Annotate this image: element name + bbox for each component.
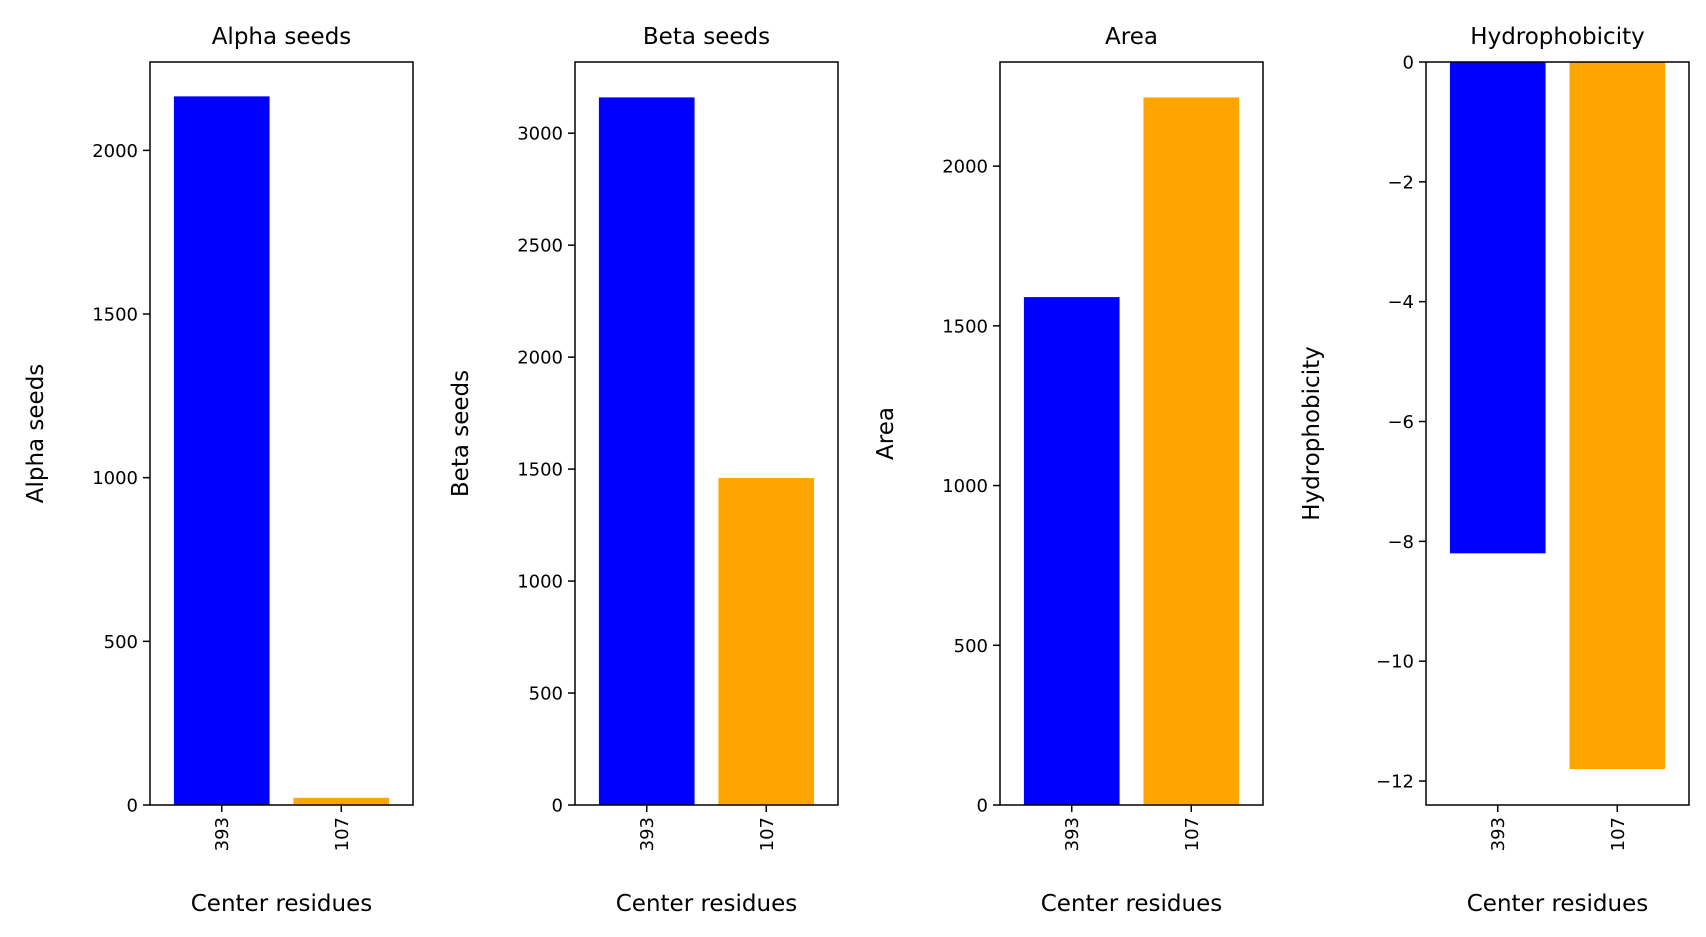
y-tick-label: −8 (1387, 532, 1414, 553)
y-tick-label: 1500 (942, 316, 988, 337)
chart-panel-2: 0 500 1000 1500 2000 2500 3000 393 107 Beta seeds… (448, 24, 839, 917)
y-tick-label: −6 (1387, 412, 1414, 433)
x-axis-label: Center residues (616, 891, 798, 917)
bar-393 (173, 96, 270, 806)
y-tick-label: 500 (104, 632, 138, 653)
bar-107 (293, 797, 390, 805)
bar-393 (1023, 297, 1120, 805)
y-tick-label: 2000 (92, 141, 138, 162)
chart-title: Area (1105, 24, 1158, 50)
y-axis-label: Area (873, 407, 899, 460)
chart-panel-1: 0 500 1000 1500 2000 393 107 Alpha seeds Center … (23, 24, 414, 917)
y-tick-label: 0 (552, 796, 563, 817)
x-tick-label: 393 (637, 817, 658, 851)
axes-frame (1425, 61, 1690, 806)
chart-panel-3: 0 500 1000 1500 2000 393 107 Area Center residue… (873, 24, 1264, 917)
x-tick-label: 107 (1608, 817, 1629, 851)
y-tick-label: 0 (977, 796, 988, 817)
y-tick-label: −4 (1387, 292, 1414, 313)
y-axis-label: Alpha seeds (23, 364, 49, 504)
axes-frame (574, 61, 839, 806)
y-tick-label: 2000 (517, 348, 563, 369)
y-tick-label: 1000 (517, 572, 563, 593)
y-tick-label: 2000 (942, 157, 988, 178)
y-tick-label: 1000 (942, 476, 988, 497)
y-tick-label: 0 (1403, 53, 1414, 74)
bar-107 (1569, 62, 1666, 770)
x-tick-label: 393 (1488, 817, 1509, 851)
y-tick-label: 500 (529, 684, 563, 705)
y-tick-label: 1000 (92, 468, 138, 489)
y-axis-label: Hydrophobicity (1299, 346, 1325, 520)
y-tick-label: −12 (1376, 772, 1414, 793)
chart-title: Alpha seeds (212, 24, 352, 50)
axes-frame (149, 61, 414, 806)
chart-title: Beta seeds (643, 24, 770, 50)
y-tick-label: −10 (1376, 652, 1414, 673)
chart-panel-4: 0 −2 −4 −6 −8 −10 −12 393 107 Hydrophobicity Cente… (1299, 24, 1690, 917)
bar-393 (598, 97, 695, 805)
x-axis-label: Center residues (191, 891, 373, 917)
y-tick-label: 1500 (517, 460, 563, 481)
x-tick-label: 393 (212, 817, 233, 851)
x-tick-label: 393 (1062, 817, 1083, 851)
bar-107 (718, 478, 815, 805)
y-axis-label: Beta seeds (448, 370, 474, 497)
y-tick-label: 0 (127, 796, 138, 817)
y-tick-label: 2500 (517, 236, 563, 257)
x-axis-label: Center residues (1467, 891, 1649, 917)
y-tick-label: 3000 (517, 124, 563, 145)
bar-107 (1143, 97, 1240, 805)
x-tick-label: 107 (332, 817, 353, 851)
y-tick-label: 500 (954, 636, 988, 657)
y-tick-label: −2 (1387, 172, 1414, 193)
x-tick-label: 107 (757, 817, 778, 851)
y-tick-label: 1500 (92, 305, 138, 326)
chart-title: Hydrophobicity (1470, 24, 1644, 50)
axes-frame (999, 61, 1264, 806)
bar-393 (1449, 62, 1546, 554)
x-axis-label: Center residues (1041, 891, 1223, 917)
x-tick-label: 107 (1182, 817, 1203, 851)
